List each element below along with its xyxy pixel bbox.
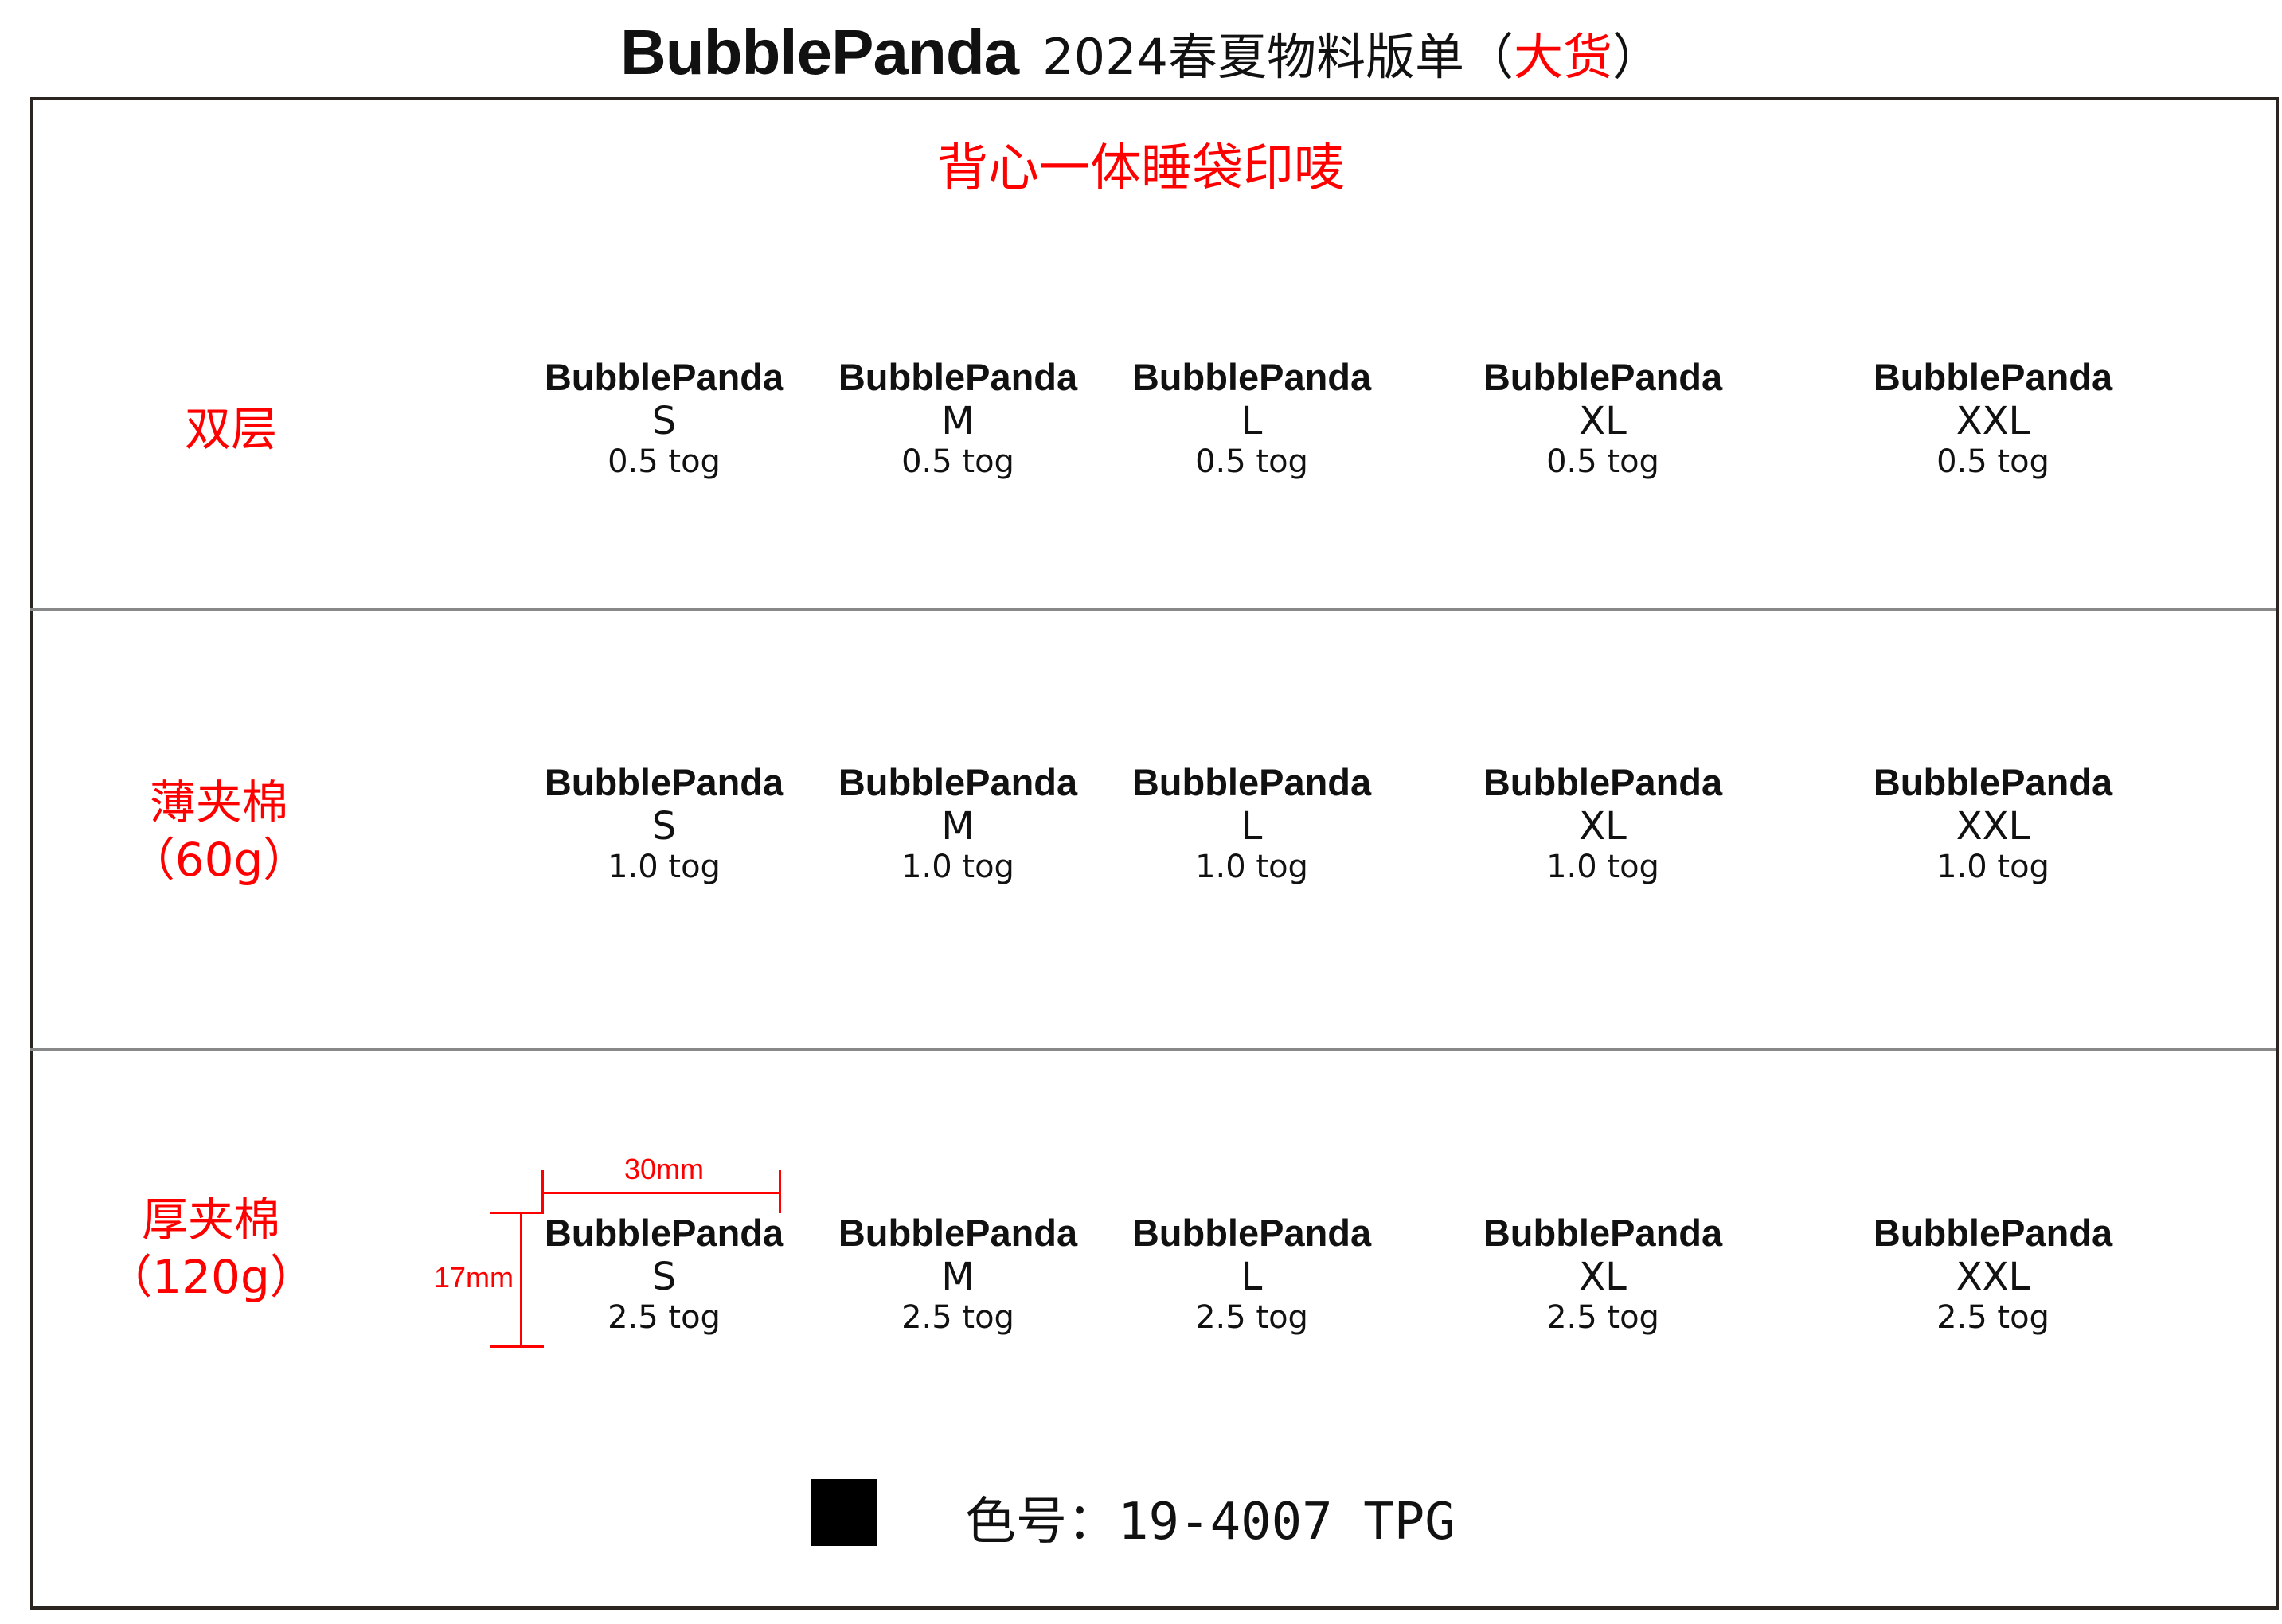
label-tog: 0.5 tog [1195,443,1308,480]
dim-height-cap-bottom [490,1345,544,1348]
label-size: XXL [1956,804,2030,849]
care-label: BubblePanda M 1.0 tog [815,760,1101,885]
care-label: BubblePanda S 2.5 tog [521,1211,807,1336]
sheet-frame [30,97,2279,1610]
subtitle: 背心一体睡袋印唛 [937,139,1345,198]
label-size: XXL [1956,1255,2030,1299]
label-tog: 0.5 tog [901,443,1014,480]
label-brand: BubblePanda [1131,1212,1372,1254]
care-label: BubblePanda M 0.5 tog [815,355,1101,480]
label-size: L [1241,804,1263,849]
label-brand: BubblePanda [544,761,784,803]
care-label: BubblePanda L 2.5 tog [1108,1211,1395,1336]
row-label-line1: 双层 [184,402,277,456]
label-brand: BubblePanda [1873,356,2113,398]
label-brand: BubblePanda [1131,761,1372,803]
label-size: M [941,1255,975,1299]
label-tog: 0.5 tog [608,443,721,480]
care-label: BubblePanda XL 0.5 tog [1459,355,1746,480]
label-size: M [941,399,975,443]
brand-logo: BubblePanda [620,17,1019,88]
label-size: S [651,399,677,443]
label-brand: BubblePanda [544,1212,784,1254]
label-size: S [651,804,677,849]
color-swatch [811,1479,877,1546]
row-label-line2: （60g） [128,833,310,887]
title-prefix: 2024春夏物料版单（ [1042,28,1514,86]
label-brand: BubblePanda [838,356,1078,398]
label-size: S [651,1255,677,1299]
label-tog: 1.0 tog [1936,849,2050,885]
dim-width-line [541,1192,780,1194]
care-label: BubblePanda XL 1.0 tog [1459,760,1746,885]
label-brand: BubblePanda [1873,761,2113,803]
label-brand: BubblePanda [838,1212,1078,1254]
label-brand: BubblePanda [1483,761,1723,803]
label-tog: 0.5 tog [1936,443,2050,480]
label-brand: BubblePanda [1873,1212,2113,1254]
row-label-line1: 厚夹棉 [141,1193,280,1247]
care-label: BubblePanda L 1.0 tog [1108,760,1395,885]
label-size: L [1241,1255,1263,1299]
row-divider [30,608,2276,611]
label-size: L [1241,399,1263,443]
care-label: BubblePanda S 1.0 tog [521,760,807,885]
label-tog: 2.5 tog [901,1299,1014,1336]
color-code: 色号：19-4007 TPG [965,1493,1456,1552]
dim-height-line [520,1212,522,1347]
label-tog: 1.0 tog [608,849,721,885]
label-tog: 1.0 tog [901,849,1014,885]
care-label: BubblePanda XXL 2.5 tog [1850,1211,2136,1336]
title-highlight: 大货 [1513,28,1612,86]
row-label-thick-padding: 厚夹棉 （120g） [68,1191,354,1306]
label-tog: 2.5 tog [1936,1299,2050,1336]
label-tog: 0.5 tog [1546,443,1659,480]
care-label: BubblePanda XXL 0.5 tog [1850,355,2136,480]
row-label-thin-padding: 薄夹棉 （60g） [76,774,362,888]
label-brand: BubblePanda [838,761,1078,803]
row-divider [30,1048,2276,1051]
label-size: XL [1579,1255,1627,1299]
row-label-line2: （120g） [106,1250,316,1304]
row-label-double-layer: 双层 [88,400,374,458]
label-tog: 2.5 tog [608,1299,721,1336]
label-brand: BubblePanda [544,356,784,398]
label-tog: 2.5 tog [1195,1299,1308,1336]
label-tog: 2.5 tog [1546,1299,1659,1336]
dim-width-label: 30mm [624,1153,705,1185]
page-title: BubblePanda 2024春夏物料版单（大货） [0,16,2282,89]
label-tog: 1.0 tog [1546,849,1659,885]
label-size: M [941,804,975,849]
label-brand: BubblePanda [1483,356,1723,398]
label-brand: BubblePanda [1131,356,1372,398]
dim-height-label: 17mm [434,1261,514,1294]
label-brand: BubblePanda [1483,1212,1723,1254]
label-tog: 1.0 tog [1195,849,1308,885]
care-label: BubblePanda XXL 1.0 tog [1850,760,2136,885]
label-size: XL [1579,399,1627,443]
dim-height-cap-top [490,1212,544,1214]
care-label: BubblePanda L 0.5 tog [1108,355,1395,480]
label-size: XL [1579,804,1627,849]
care-label: BubblePanda XL 2.5 tog [1459,1211,1746,1336]
care-label: BubblePanda M 2.5 tog [815,1211,1101,1336]
label-size: XXL [1956,399,2030,443]
title-text: 2024春夏物料版单（大货） [1042,28,1662,86]
care-label: BubblePanda S 0.5 tog [521,355,807,480]
title-suffix: ） [1612,28,1662,86]
row-label-line1: 薄夹棉 [149,775,288,830]
